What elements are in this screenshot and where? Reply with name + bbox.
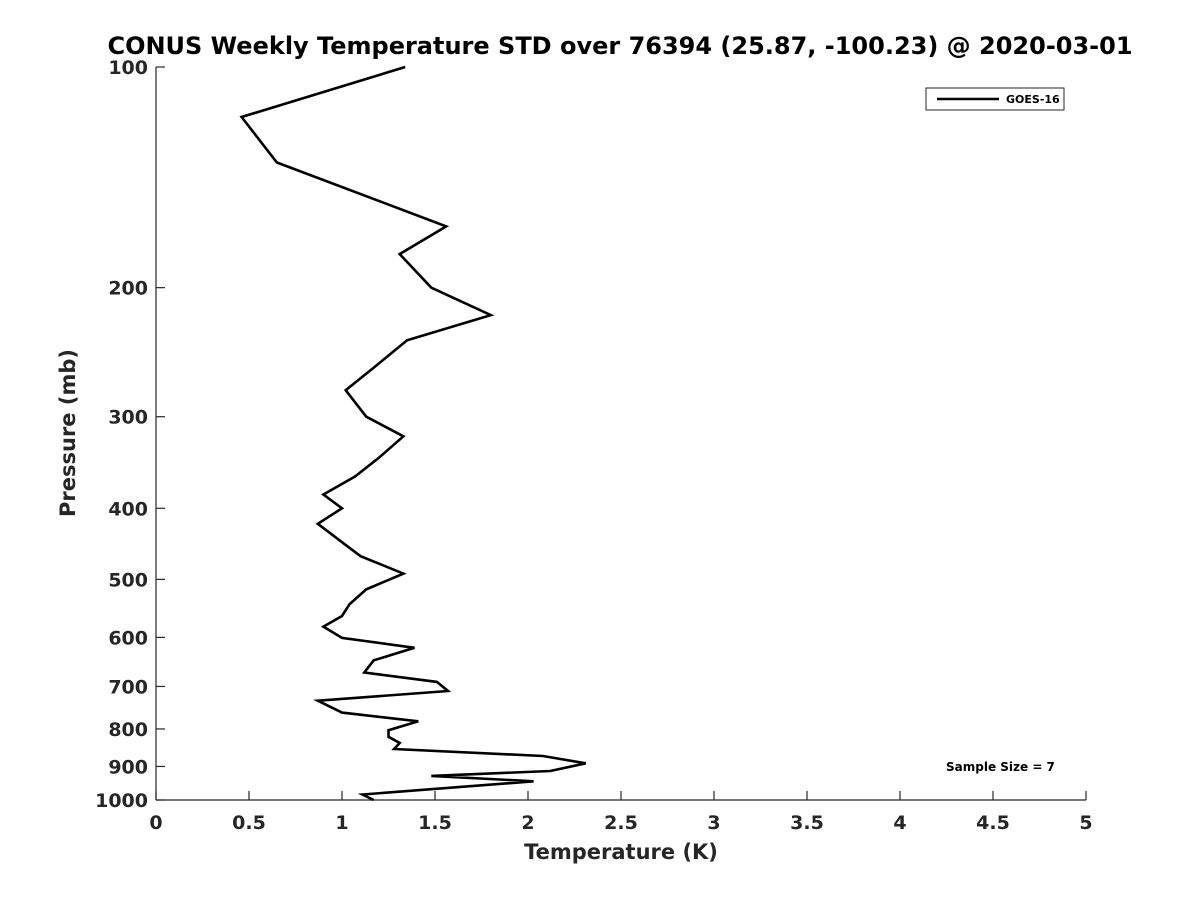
x-tick-label: 4 bbox=[893, 812, 906, 834]
series-line-goes-16 bbox=[239, 65, 586, 802]
y-axis-label: Pressure (mb) bbox=[56, 349, 80, 517]
x-tick-label: 1 bbox=[335, 812, 348, 834]
x-tick-label: 3.5 bbox=[790, 812, 824, 834]
sample-size-annotation: Sample Size = 7 bbox=[946, 760, 1055, 774]
series-layer bbox=[239, 65, 586, 802]
plot-area bbox=[155, 67, 1086, 801]
y-tick-label: 500 bbox=[108, 569, 148, 591]
y-tick-label: 700 bbox=[108, 676, 148, 698]
y-axis-ticks: 100 200 300 400 500 600 700 800 900 1000 bbox=[95, 57, 165, 812]
x-tick-label: 2 bbox=[521, 812, 534, 834]
x-tick-label: 0.5 bbox=[232, 812, 266, 834]
y-tick-label: 600 bbox=[108, 627, 148, 649]
y-tick-label: 200 bbox=[108, 278, 148, 300]
chart-title: CONUS Weekly Temperature STD over 76394 … bbox=[107, 32, 1132, 60]
legend-label-goes-16: GOES-16 bbox=[1006, 93, 1060, 106]
x-axis-label: Temperature (K) bbox=[524, 840, 718, 864]
x-tick-label: 4.5 bbox=[976, 812, 1010, 834]
x-axis-ticks: 0 0.5 1 1.5 2 2.5 3 3.5 4 4.5 5 bbox=[149, 791, 1093, 834]
y-tick-label: 400 bbox=[108, 498, 148, 520]
y-tick-label: 900 bbox=[108, 756, 148, 778]
x-tick-label: 1.5 bbox=[418, 812, 452, 834]
x-tick-label: 2.5 bbox=[604, 812, 638, 834]
x-tick-label: 5 bbox=[1079, 812, 1092, 834]
x-tick-label: 3 bbox=[707, 812, 720, 834]
x-tick-label: 0 bbox=[149, 812, 162, 834]
y-tick-label: 100 bbox=[108, 57, 148, 79]
y-tick-label: 1000 bbox=[95, 790, 148, 812]
y-tick-label: 300 bbox=[108, 407, 148, 429]
legend: GOES-16 bbox=[925, 87, 1065, 111]
y-tick-label: 800 bbox=[108, 719, 148, 741]
